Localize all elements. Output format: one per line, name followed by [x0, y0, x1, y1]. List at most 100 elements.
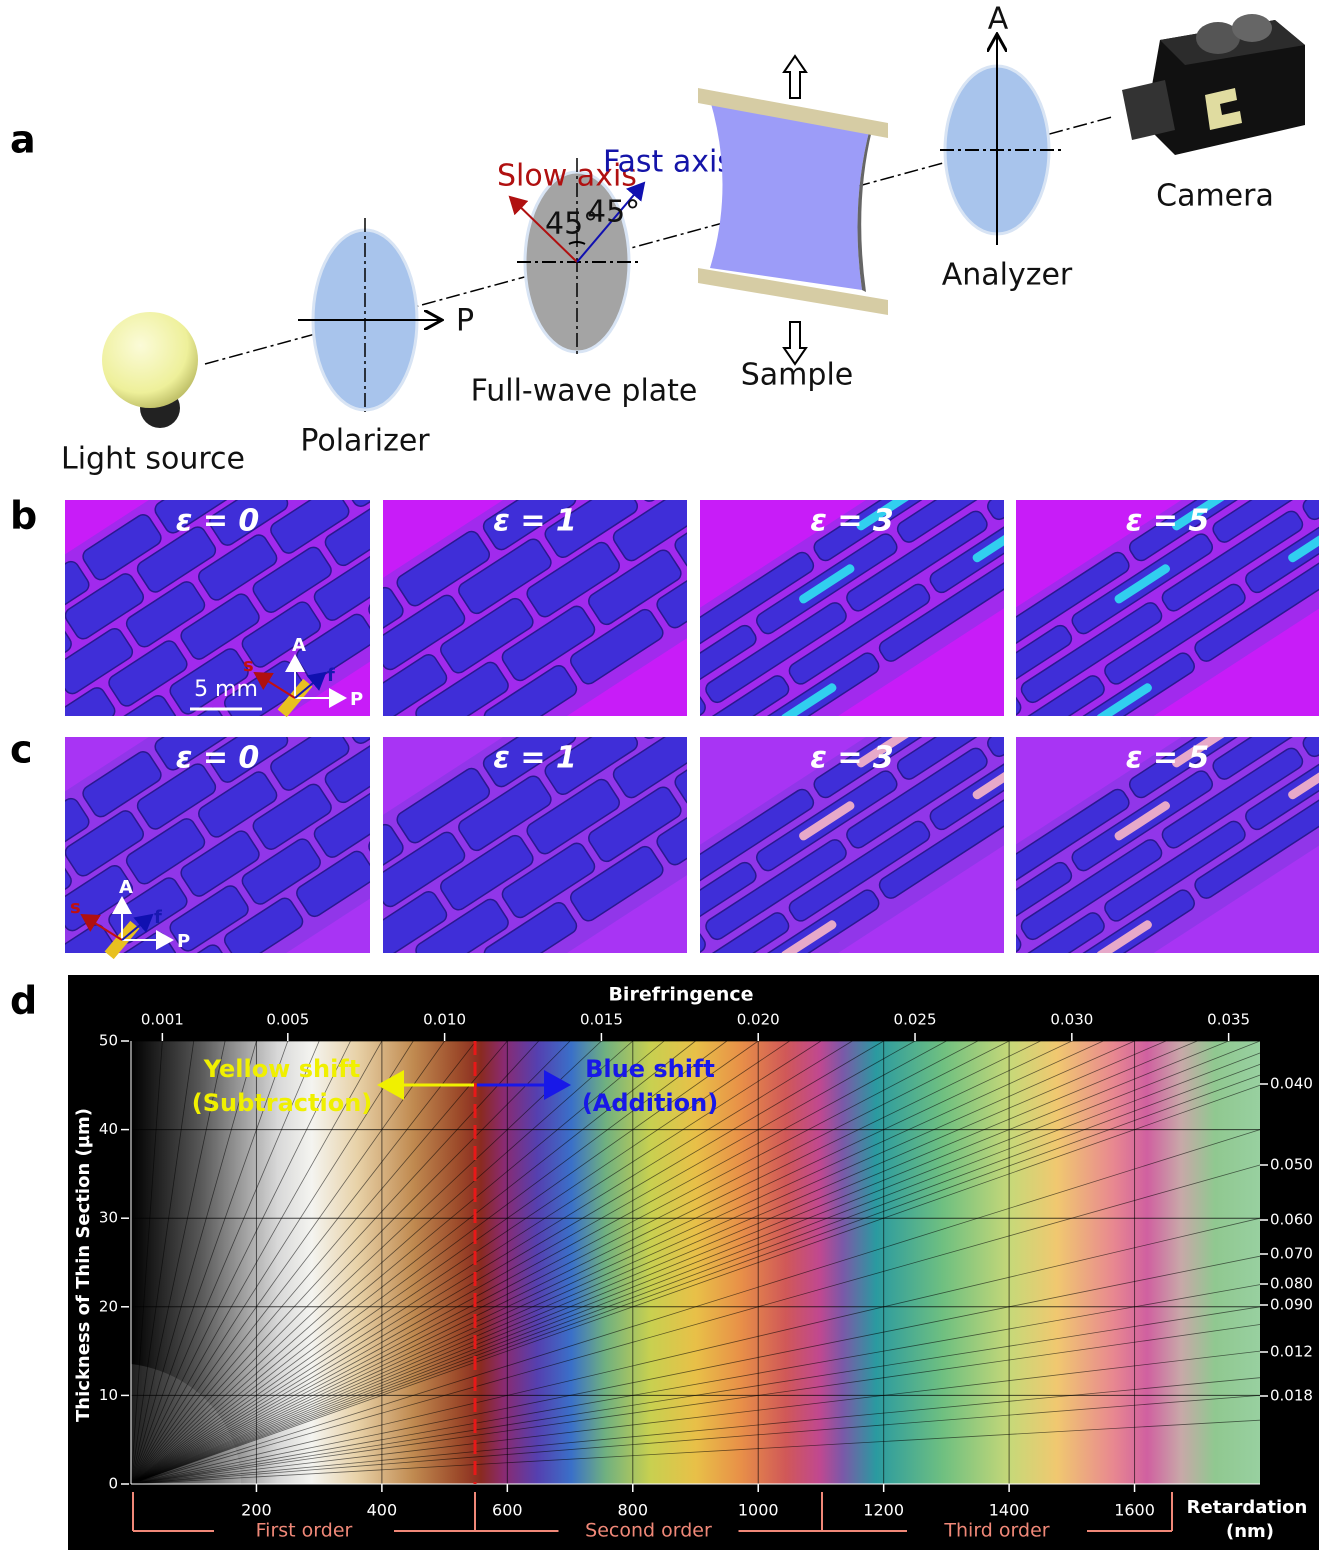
camera-reel	[1232, 14, 1272, 42]
x-tick-label: 1000	[738, 1501, 779, 1520]
cell	[1035, 348, 1181, 454]
panel-label: b	[10, 494, 37, 538]
order-label: First order	[256, 1520, 353, 1542]
cell	[0, 665, 2, 736]
yellow-shift-label: Yellow shift	[203, 1055, 360, 1083]
blue-shift-label: (Addition)	[582, 1089, 718, 1117]
cell	[1093, 275, 1239, 381]
cell	[952, 366, 1098, 472]
figure: a Light source P Polarizer Slow axis Fas…	[0, 0, 1319, 1550]
cell	[1126, 325, 1272, 431]
x-tick-label: 1600	[1114, 1501, 1155, 1520]
highlight	[1220, 288, 1278, 330]
y-tick-label: 20	[99, 1297, 118, 1315]
stretch-arrow	[784, 56, 806, 98]
cell	[1267, 234, 1319, 340]
panel-label: c	[10, 728, 33, 772]
angle-label: 45°	[587, 195, 640, 230]
cell	[1299, 284, 1319, 390]
axis-label: f	[154, 907, 162, 928]
cell	[0, 842, 20, 913]
x-tick-label: 1200	[863, 1501, 904, 1520]
component-label: Analyzer	[942, 258, 1073, 293]
cell	[0, 909, 63, 980]
top-tick-label: 0.035	[1207, 1011, 1250, 1029]
axis-label: P	[456, 304, 474, 339]
cell	[0, 855, 74, 926]
top-tick-label: 0.001	[141, 1011, 184, 1029]
y-tick-label: 50	[99, 1032, 118, 1050]
x-tick-label: 600	[492, 1501, 523, 1520]
cell	[697, 427, 795, 507]
axis-label: s	[243, 655, 254, 676]
strain-label: ε = 3	[810, 741, 894, 776]
axis-label: P	[350, 689, 363, 710]
order-label: Second order	[585, 1520, 712, 1542]
cell	[0, 605, 20, 676]
x-tick-label: 800	[618, 1501, 649, 1520]
strain-label: ε = 5	[1126, 741, 1210, 776]
strain-label: ε = 0	[176, 741, 260, 776]
right-tick-label: 0.090	[1270, 1296, 1313, 1314]
scale-bar-label: 5 mm	[194, 677, 258, 702]
axis-label: s	[70, 897, 81, 918]
cell	[467, 404, 551, 475]
right-tick-label: 0.060	[1270, 1211, 1313, 1229]
fast-axis-label: Fast axis	[603, 145, 733, 180]
axis-label: A	[988, 2, 1009, 37]
component-label: Full-wave plate	[471, 374, 698, 409]
cell	[1158, 376, 1304, 482]
top-tick-label: 0.025	[894, 1011, 937, 1029]
strain-label: ε = 1	[493, 504, 577, 539]
axis-label: P	[177, 931, 190, 952]
axis-label: f	[327, 665, 335, 686]
panel-label: a	[10, 118, 36, 162]
strain-label: ε = 1	[493, 741, 577, 776]
camera	[1122, 14, 1305, 155]
x-tick-label: 1400	[989, 1501, 1030, 1520]
cell	[1209, 307, 1319, 413]
right-tick-label: 0.070	[1270, 1245, 1313, 1263]
component-label: Camera	[1156, 179, 1274, 214]
highlight	[1202, 407, 1260, 449]
top-tick-label: 0.020	[737, 1011, 780, 1029]
y-tick-label: 10	[99, 1386, 118, 1404]
top-tick-label: 0.010	[423, 1011, 466, 1029]
blue-shift-label: Blue shift	[585, 1055, 715, 1083]
axis-label: A	[292, 635, 306, 656]
highlight	[1029, 448, 1087, 490]
top-tick-label: 0.030	[1050, 1011, 1093, 1029]
cell	[845, 379, 943, 459]
highlight	[1278, 452, 1319, 494]
cell	[0, 1023, 35, 1094]
cell	[0, 618, 74, 689]
top-tick-label: 0.005	[266, 1011, 309, 1029]
strain-label: ε = 3	[810, 504, 894, 539]
cell	[567, 416, 665, 496]
panel-label: d	[10, 979, 37, 1023]
cell	[1068, 398, 1214, 504]
highlight	[1278, 215, 1319, 257]
yellow-shift-label: (Subtraction)	[192, 1089, 373, 1117]
component-label: Sample	[741, 358, 854, 393]
michel-levy-chart: 0102030405020040060080010001200140016000…	[73, 984, 1313, 1543]
x-axis-title: (nm)	[1226, 1521, 1274, 1542]
cell	[0, 786, 35, 857]
cell	[0, 902, 2, 973]
y-tick-label: 40	[99, 1120, 118, 1138]
panel-a: a Light source P Polarizer Slow axis Fas…	[10, 2, 1305, 477]
cell	[1176, 257, 1319, 363]
top-axis-title: Birefringence	[608, 984, 753, 1006]
right-tick-label: 0.040	[1270, 1075, 1313, 1093]
x-axis-title: Retardation	[1187, 1497, 1308, 1518]
right-tick-label: 0.080	[1270, 1275, 1313, 1293]
y-tick-label: 0	[108, 1475, 118, 1493]
x-tick-label: 400	[367, 1501, 398, 1520]
component-label: Polarizer	[300, 424, 430, 459]
top-tick-label: 0.015	[580, 1011, 623, 1029]
y-tick-label: 30	[99, 1209, 118, 1227]
strain-label: ε = 0	[176, 504, 260, 539]
right-tick-label: 0.012	[1270, 1343, 1313, 1361]
cell	[629, 424, 727, 504]
light-bulb	[102, 312, 198, 408]
